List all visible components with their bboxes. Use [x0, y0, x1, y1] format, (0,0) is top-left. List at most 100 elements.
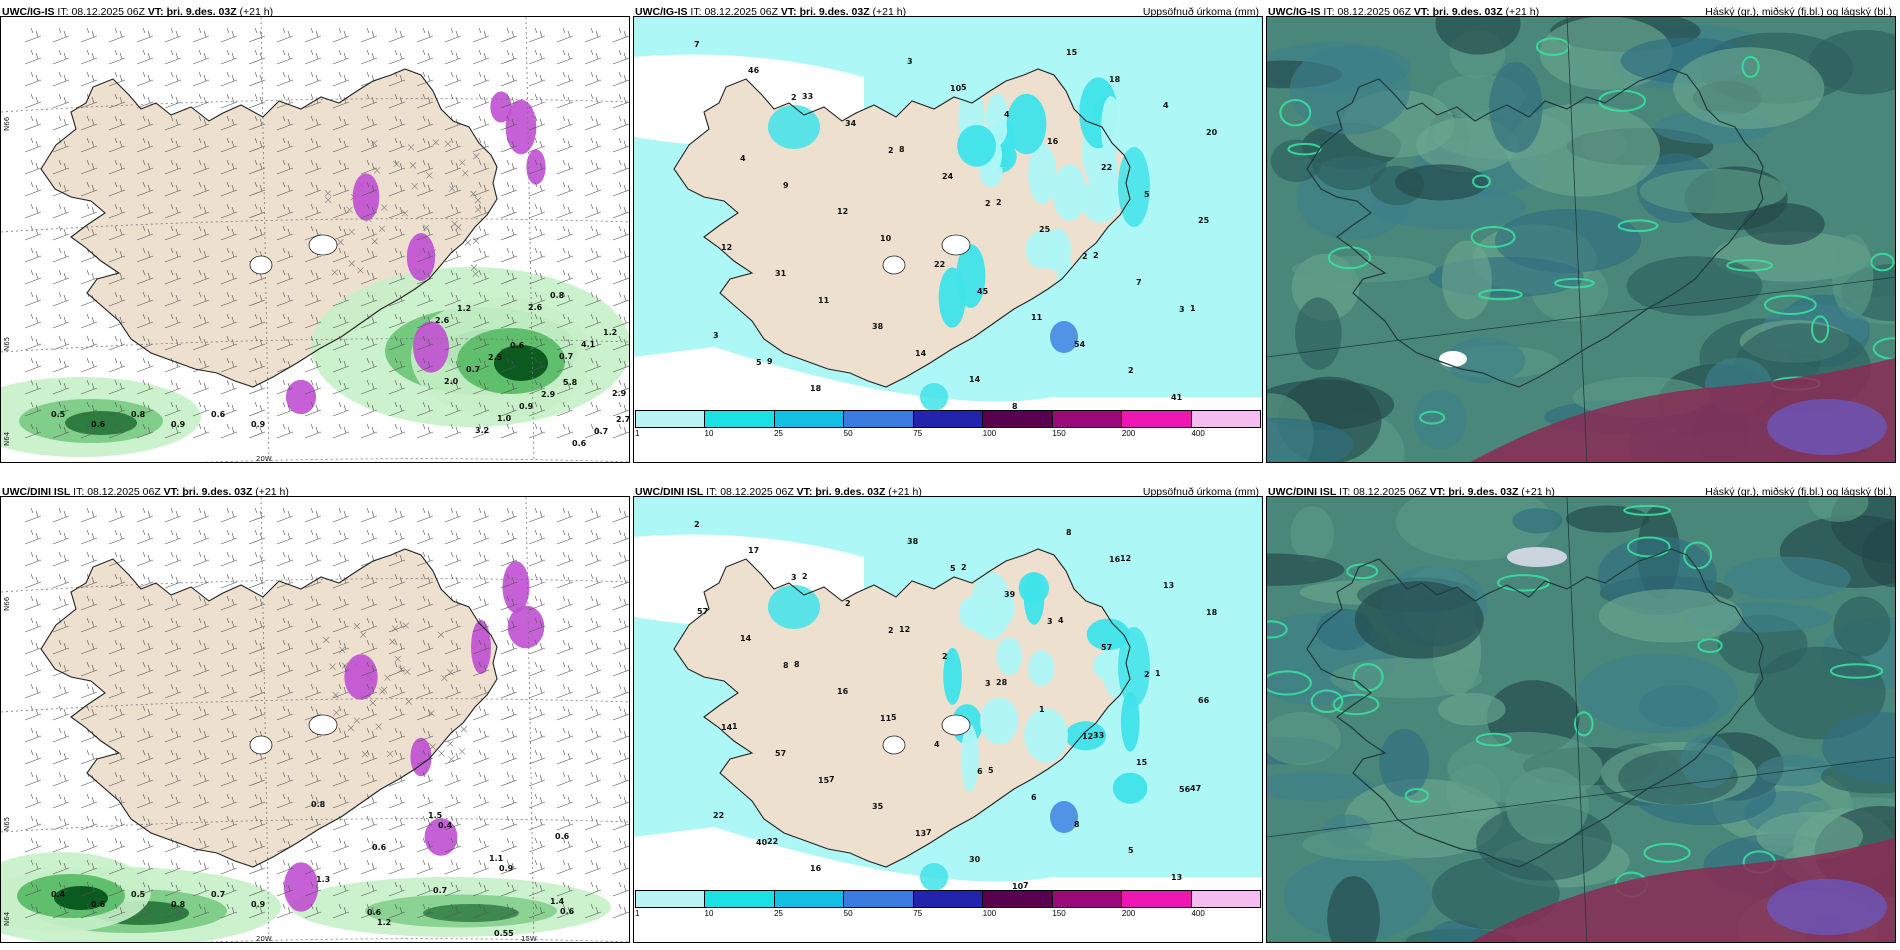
- colorbar-swatch: [705, 411, 775, 427]
- wind-barb: [164, 115, 182, 131]
- wind-barb: [192, 881, 210, 897]
- cloud-layer: [1267, 553, 1345, 586]
- precip-value: 57: [775, 749, 786, 758]
- cloud-layer: [1494, 208, 1642, 273]
- panel-title: UWC/DINI ISL IT: 08.12.2025 06Z VT: þri.…: [633, 486, 1263, 502]
- wind-barb: [108, 225, 126, 241]
- cloud-layer: [1639, 168, 1787, 214]
- field-title: Háský (gr.), miðský (fj.bl.) og lágský (…: [1705, 6, 1892, 18]
- wind-barb: [24, 771, 42, 787]
- high-cloud-edge: [1741, 55, 1760, 78]
- wind-barb: [276, 71, 294, 87]
- colorbar-tick-label: 400: [1191, 429, 1205, 438]
- precip-value: 30: [969, 855, 981, 864]
- map-canvas[interactable]: [1266, 496, 1896, 943]
- wind-barb: [388, 837, 406, 853]
- precip-area: [967, 595, 995, 634]
- wind-barb: [444, 749, 462, 765]
- precip-area: [54, 886, 108, 910]
- latitude-line: [1, 338, 629, 353]
- wind-barb: [388, 661, 406, 677]
- precip-value: 33: [1093, 731, 1104, 740]
- snow-hatch: [337, 238, 344, 246]
- cloud-layer: [1712, 231, 1871, 282]
- precip-value: 9: [783, 181, 789, 190]
- wind-barb: [24, 837, 42, 853]
- wind-barb: [52, 837, 70, 853]
- latitude-line: [198, 938, 629, 942]
- snow-hatch: [378, 225, 386, 232]
- wind-barb: [388, 529, 406, 545]
- wind-barb: [472, 507, 490, 523]
- wind-barb: [584, 903, 602, 919]
- wind-barb: [80, 881, 98, 897]
- map-canvas[interactable]: [1266, 16, 1896, 463]
- wind-barb: [108, 137, 126, 153]
- wind-barb: [248, 529, 266, 545]
- wind-barb: [472, 269, 490, 285]
- wind-barb: [220, 771, 238, 787]
- map-canvas[interactable]: 0.4 0.6 0.5 0.8 0.7 0.9 0.6 1.5 1.1 1.4 0.8 0.6 0.7 0…: [0, 496, 630, 943]
- wind-barb: [220, 683, 238, 699]
- wind-barb: [220, 247, 238, 263]
- wind-barb: [612, 225, 629, 241]
- it-value: 08.12.2025 06Z: [71, 6, 145, 18]
- wind-barb: [192, 507, 210, 523]
- wind-barb: [248, 551, 266, 567]
- value-label: 1.0: [497, 414, 512, 423]
- map-canvas[interactable]: 7222235131016512111481820910455441463424…: [633, 16, 1263, 463]
- colorbar-swatch: [1122, 891, 1192, 907]
- wind-barb: [332, 291, 350, 307]
- wind-barb: [136, 881, 154, 897]
- wind-barb: [276, 379, 294, 395]
- wind-barb: [612, 335, 629, 351]
- wind-barb: [192, 203, 210, 219]
- it-label: IT:: [690, 6, 702, 18]
- wind-barb: [24, 661, 42, 677]
- snow-hatch: [473, 153, 480, 160]
- snow-hatch: [386, 750, 394, 758]
- wind-barb: [500, 357, 518, 373]
- wind-barb: [220, 815, 238, 831]
- wind-barb: [248, 661, 266, 677]
- wind-barb: [276, 401, 294, 417]
- wind-barb: [248, 291, 266, 307]
- wind-barb: [612, 27, 629, 43]
- wind-barb: [444, 639, 462, 655]
- wind-barb: [136, 507, 154, 523]
- wind-barb: [388, 423, 406, 439]
- wind-barb: [584, 837, 602, 853]
- wind-barb: [24, 423, 42, 439]
- precip-area: [1043, 228, 1072, 272]
- colorbar-swatch: [774, 411, 845, 427]
- precip-value: 7: [1136, 278, 1142, 287]
- cloud-layer: [1833, 596, 1891, 657]
- wind-barb: [472, 815, 490, 831]
- wind-barb: [388, 815, 406, 831]
- wind-barb: [332, 401, 350, 417]
- precip-value: 15: [1066, 48, 1078, 57]
- wind-barb: [416, 423, 434, 439]
- wind-barb: [248, 837, 266, 853]
- colorbar-tick-label: 1: [635, 429, 640, 438]
- wind-barb: [472, 401, 490, 417]
- precip-value: 12: [721, 243, 732, 252]
- wind-barb: [584, 529, 602, 545]
- wind-barb: [304, 203, 322, 219]
- precip-value: 14: [721, 723, 733, 732]
- wind-barb: [444, 837, 462, 853]
- precip-value: 7: [694, 40, 700, 49]
- wind-barb: [500, 705, 518, 721]
- high-cloud-edge: [1287, 142, 1322, 156]
- snow-hatch: [460, 726, 468, 733]
- snow-hatch: [371, 238, 378, 245]
- wind-barb: [332, 727, 350, 743]
- wind-barb: [192, 529, 210, 545]
- wind-barb: [52, 49, 70, 65]
- latitude-label: N64: [3, 431, 11, 446]
- wind-barb: [220, 27, 238, 43]
- map-canvas[interactable]: 2323125640135321415131016188116813172211…: [633, 496, 1263, 943]
- map-canvas[interactable]: 0.5 0.6 0.8 0.9 0.6 0.9 0.7 2.9 3.2 2.6 4.1 2.0 1.0 0…: [0, 16, 630, 463]
- high-cloud-edge: [1327, 246, 1372, 270]
- wind-barb: [472, 639, 490, 655]
